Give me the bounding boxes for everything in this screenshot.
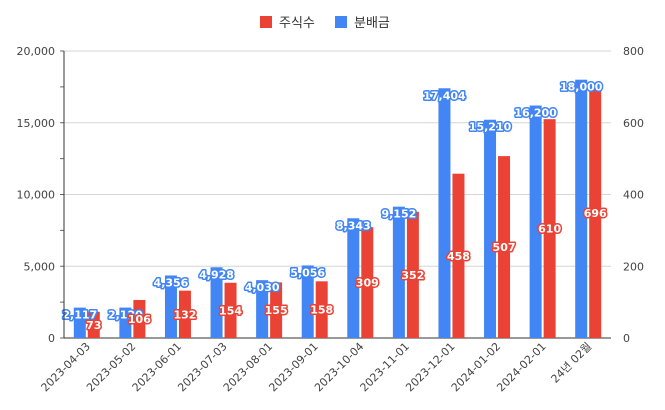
x-tick-label: 24년 02월 <box>549 340 595 386</box>
data-label-dividend: 5,056 <box>290 266 325 279</box>
y-right-tick-label: 400 <box>623 189 644 202</box>
bar-dividend <box>73 307 86 338</box>
bar-dividend <box>529 105 542 338</box>
data-label-stock-count: 73 <box>86 319 101 332</box>
gridlines <box>64 50 611 339</box>
data-label-dividend: 9,152 <box>381 208 416 221</box>
data-label-stock-count: 132 <box>173 308 196 321</box>
data-label-stock-count: 154 <box>219 304 242 317</box>
data-label-dividend: 18,000 <box>560 81 603 94</box>
data-label-stock-count: 158 <box>310 304 333 317</box>
data-label-dividend: 16,200 <box>514 107 557 120</box>
bar-stock-count <box>589 88 602 338</box>
bar-stock-count <box>543 119 556 338</box>
data-label-dividend: 2,120 <box>108 309 143 322</box>
bar-dividend <box>119 307 132 338</box>
legend: 주식수 분배금 <box>260 16 390 31</box>
bar-dividend <box>484 119 497 338</box>
y-left-tick-label: 5,000 <box>24 260 56 273</box>
y-left-tick-label: 0 <box>48 332 55 345</box>
bar-stock-count <box>361 227 374 338</box>
bar-dividend <box>438 88 451 339</box>
bar-dividend <box>164 275 177 338</box>
bar-dividend <box>347 218 360 338</box>
data-label-dividend: 17,404 <box>423 89 466 102</box>
y-right-tick-label: 0 <box>623 332 630 345</box>
bar-stock-count <box>315 281 328 338</box>
bar-stock-count <box>498 156 511 338</box>
data-label-stock-count: 352 <box>401 269 424 282</box>
y-right-tick-label: 200 <box>623 260 644 273</box>
legend-label-dividend: 분배금 <box>354 16 390 31</box>
y-left-tick-label: 20,000 <box>17 45 56 58</box>
data-label-stock-count: 696 <box>584 207 607 220</box>
data-label-stock-count: 610 <box>538 223 561 236</box>
legend-swatch-dividend <box>335 16 347 28</box>
bar-stock-count <box>406 211 419 338</box>
legend-label-stock-count: 주식수 <box>279 16 315 31</box>
bar-stock-count <box>452 173 465 338</box>
bars <box>73 79 602 339</box>
data-label-stock-count: 309 <box>356 277 379 290</box>
y-left-tick-label: 15,000 <box>17 117 56 130</box>
bar-stock-count <box>178 290 191 338</box>
y-left-tick-label: 10,000 <box>17 189 56 202</box>
data-label-dividend: 4,356 <box>154 276 189 289</box>
data-label-dividend: 15,210 <box>469 121 512 134</box>
data-label-stock-count: 458 <box>447 250 470 263</box>
bar-dividend <box>210 267 223 338</box>
bar-dividend <box>392 206 405 338</box>
data-label-dividend: 8,343 <box>336 219 371 232</box>
bar-dividend <box>575 79 588 338</box>
bar-stock-count <box>270 282 283 338</box>
data-label-stock-count: 155 <box>265 304 288 317</box>
data-label-dividend: 4,928 <box>199 268 234 281</box>
x-tick-label: 2024-02-01 <box>494 340 548 394</box>
bar-stock-count <box>224 282 237 338</box>
y-right-tick-label: 800 <box>623 45 644 58</box>
data-label-stock-count: 507 <box>493 241 516 254</box>
bar-stock-count <box>133 299 146 338</box>
bar-stock-count <box>87 311 100 338</box>
legend-swatch-stock-count <box>260 16 272 28</box>
bar-dividend <box>256 280 269 338</box>
data-label-dividend: 2,117 <box>62 309 97 322</box>
data-label-stock-count: 106 <box>128 313 151 326</box>
data-label-dividend: 4,030 <box>245 281 280 294</box>
y-right-tick-label: 600 <box>623 117 644 130</box>
bar-dividend <box>301 265 314 338</box>
